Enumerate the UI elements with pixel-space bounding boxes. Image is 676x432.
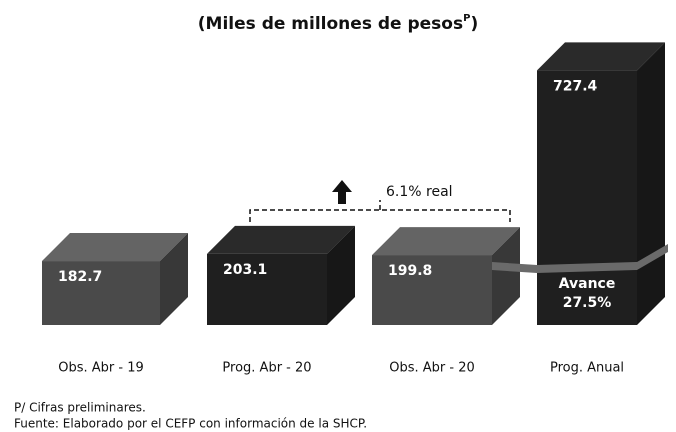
- bar: [42, 261, 160, 325]
- bar-side: [160, 233, 188, 325]
- bar-side: [492, 227, 520, 325]
- x-tick-label: Prog. Anual: [550, 361, 624, 376]
- progress-value: 27.5%: [563, 295, 612, 311]
- bar-top: [42, 233, 188, 262]
- chart-title: (Miles de millones de pesosP): [198, 13, 478, 34]
- bar-top: [537, 42, 665, 71]
- title-superscript: P: [463, 13, 470, 24]
- progress-label: Avance: [559, 276, 616, 292]
- bar-side: [327, 225, 355, 325]
- x-tick-label: Obs. Abr - 20: [389, 361, 475, 376]
- note: P/ Cifras preliminares.: [14, 401, 146, 415]
- value-label: 727.4: [553, 78, 598, 94]
- bar-top: [372, 227, 520, 256]
- bar-top: [207, 225, 355, 254]
- bar: [372, 255, 492, 325]
- growth-annotation: 6.1% real: [386, 184, 453, 200]
- value-label: 199.8: [388, 263, 432, 279]
- bar: [207, 253, 327, 325]
- value-label: 203.1: [223, 262, 267, 278]
- note: Fuente: Elaborado por el CEFP con inform…: [14, 417, 367, 431]
- up-arrow: [332, 180, 352, 204]
- x-tick-label: Prog. Abr - 20: [222, 361, 311, 376]
- title-main: (Miles de millones de pesos: [198, 14, 463, 34]
- bar-side: [637, 42, 665, 325]
- x-tick-label: Obs. Abr - 19: [58, 361, 144, 376]
- progress-band: [492, 244, 668, 273]
- value-label: 182.7: [58, 269, 102, 285]
- bar: [537, 70, 637, 325]
- title-end: ): [470, 14, 478, 34]
- bracket: [249, 200, 511, 222]
